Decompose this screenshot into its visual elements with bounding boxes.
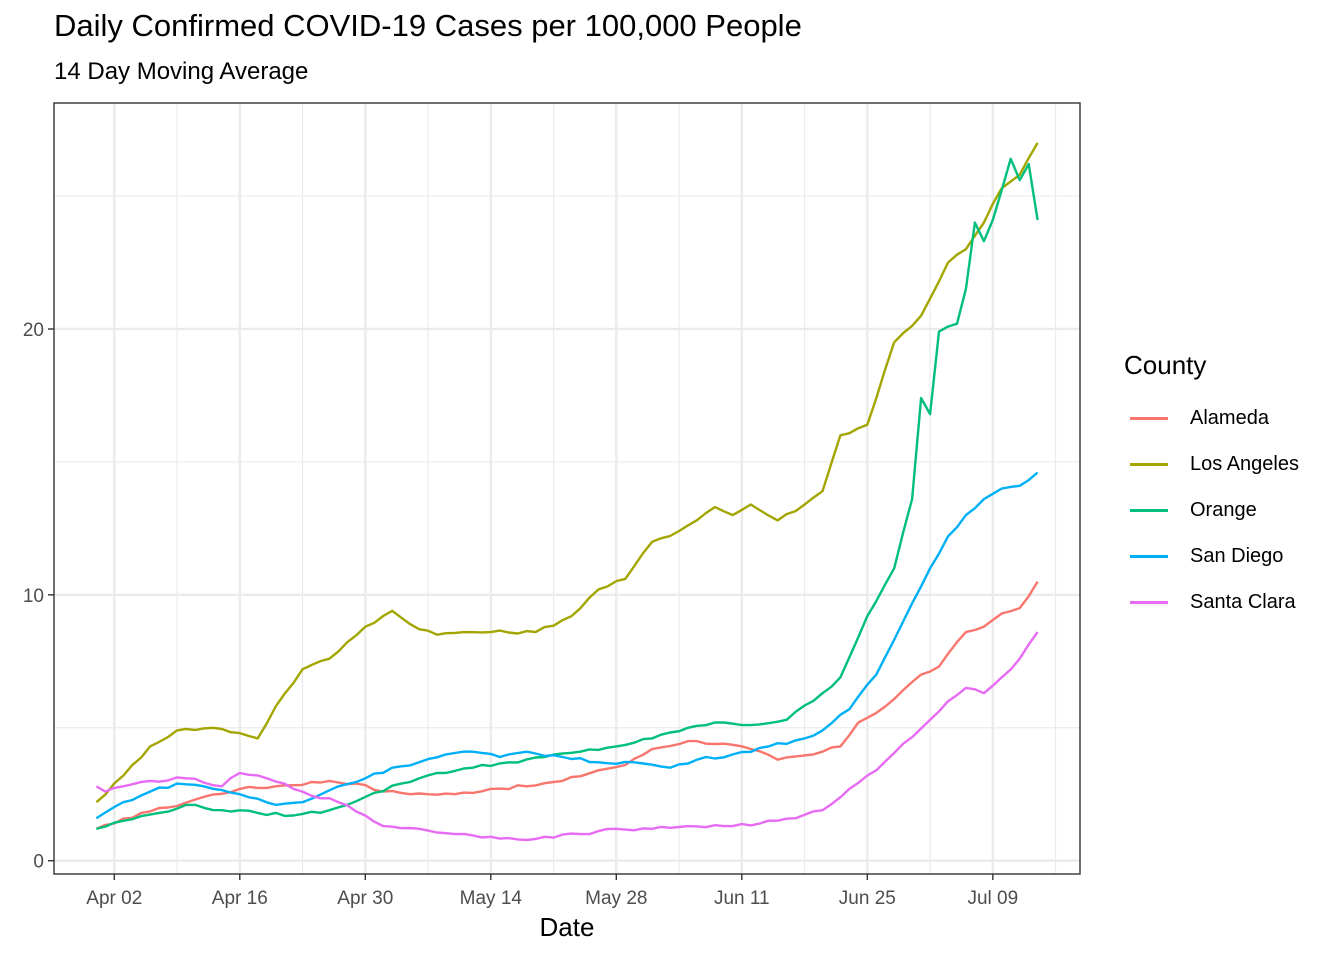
axis-ticks: Apr 02 Apr 16 Apr 30 May 14 May 28 Jun 11 Jun … bbox=[23, 320, 1018, 909]
legend-label: Los Angeles bbox=[1190, 452, 1299, 475]
minor-gridlines bbox=[54, 103, 1080, 874]
legend-key-line bbox=[1130, 600, 1168, 604]
legend-items: Alameda Los Angeles Orange San Diego Santa C… bbox=[1124, 395, 1299, 625]
x-tick-label: May 28 bbox=[585, 888, 647, 909]
legend-item: Alameda bbox=[1124, 395, 1299, 441]
series-line-orange bbox=[96, 157, 1039, 830]
x-tick-label: Jul 09 bbox=[967, 888, 1018, 909]
legend-item: San Diego bbox=[1124, 533, 1299, 579]
legend: County Alameda Los Angeles Orange San Diego… bbox=[1124, 350, 1299, 625]
plot-panel-border bbox=[53, 102, 1081, 875]
legend-key-line bbox=[1130, 416, 1168, 420]
legend-key-line bbox=[1130, 554, 1168, 558]
series-lines bbox=[95, 142, 1039, 842]
x-tick-label: Apr 02 bbox=[86, 888, 142, 909]
x-tick-label: Jun 11 bbox=[714, 888, 770, 909]
series-line-los-angeles bbox=[95, 142, 1039, 804]
legend-item: Los Angeles bbox=[1124, 441, 1299, 487]
legend-label: Santa Clara bbox=[1190, 590, 1296, 613]
x-tick-label: May 14 bbox=[460, 888, 523, 909]
legend-item: Santa Clara bbox=[1124, 579, 1299, 625]
series-line-alameda bbox=[95, 580, 1039, 830]
legend-key-line bbox=[1130, 462, 1168, 466]
x-tick-label: Jun 25 bbox=[839, 888, 896, 909]
legend-item: Orange bbox=[1124, 487, 1299, 533]
legend-label: Orange bbox=[1190, 498, 1257, 521]
x-axis-title: Date bbox=[539, 912, 595, 942]
legend-title: County bbox=[1124, 350, 1207, 380]
legend-key-line bbox=[1130, 508, 1168, 512]
series-line-san-diego bbox=[95, 471, 1039, 820]
y-tick-label: 10 bbox=[23, 586, 44, 607]
series-line-santa-clara bbox=[95, 631, 1039, 842]
legend-label: Alameda bbox=[1190, 406, 1269, 429]
x-tick-label: Apr 16 bbox=[212, 888, 268, 909]
legend-label: San Diego bbox=[1190, 544, 1284, 567]
chart-title: Daily Confirmed COVID-19 Cases per 100,0… bbox=[54, 8, 802, 43]
x-tick-label: Apr 30 bbox=[337, 888, 393, 909]
chart-subtitle: 14 Day Moving Average bbox=[54, 58, 309, 85]
y-tick-label: 20 bbox=[23, 320, 44, 341]
y-tick-label: 0 bbox=[33, 852, 44, 873]
